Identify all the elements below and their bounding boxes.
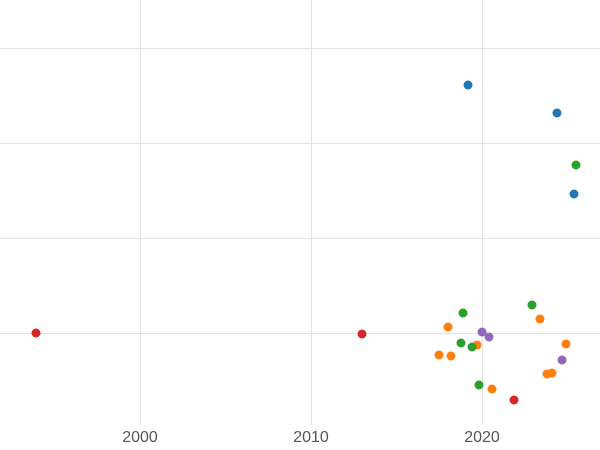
data-point-series-blue: [463, 80, 473, 90]
data-point-series-blue: [552, 108, 562, 118]
data-point-series-purple: [477, 327, 487, 337]
data-point-series-orange: [535, 314, 545, 324]
data-point-series-blue: [569, 189, 579, 199]
data-point-series-red: [509, 395, 519, 405]
gridline-vertical: [482, 0, 483, 425]
data-point-series-orange: [542, 369, 552, 379]
x-tick-label: 2010: [293, 429, 329, 446]
gridline-vertical: [311, 0, 312, 425]
data-point-series-red: [357, 329, 367, 339]
gridline-vertical: [140, 0, 141, 425]
gridline-horizontal: [0, 48, 600, 49]
data-point-series-orange: [446, 351, 456, 361]
data-point-series-green: [474, 380, 484, 390]
data-point-series-green: [467, 342, 477, 352]
x-tick-label: 2000: [122, 429, 158, 446]
gridline-horizontal: [0, 143, 600, 144]
data-point-series-green: [458, 308, 468, 318]
data-point-series-purple: [557, 355, 567, 365]
x-tick-label: 2020: [464, 429, 500, 446]
data-point-series-green: [456, 338, 466, 348]
data-point-series-orange: [443, 322, 453, 332]
data-point-series-orange: [472, 340, 482, 350]
data-point-series-red: [31, 328, 41, 338]
gridline-horizontal: [0, 333, 600, 334]
data-point-series-green: [571, 160, 581, 170]
data-point-series-orange: [561, 339, 571, 349]
data-point-series-green: [527, 300, 537, 310]
data-point-series-orange: [547, 368, 557, 378]
data-point-series-orange: [487, 384, 497, 394]
gridline-horizontal: [0, 238, 600, 239]
data-point-series-purple: [484, 332, 494, 342]
data-point-series-orange: [434, 350, 444, 360]
